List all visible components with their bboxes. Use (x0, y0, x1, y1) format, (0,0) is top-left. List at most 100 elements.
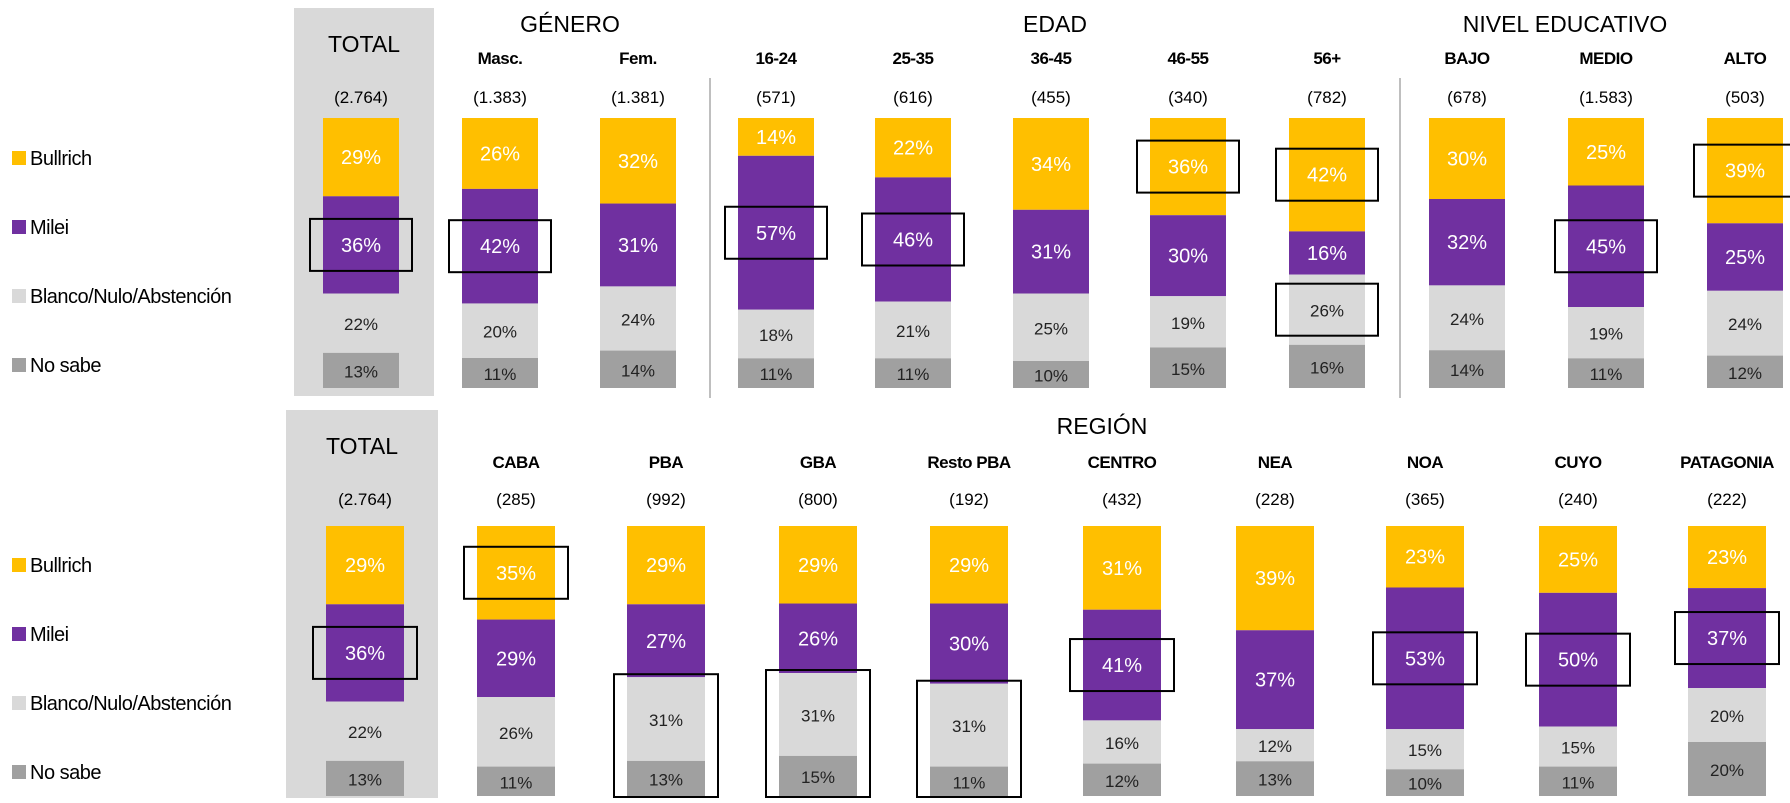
bar-segment (1386, 729, 1464, 770)
category-label: Resto PBA (927, 453, 1011, 472)
data-label: 11% (484, 365, 517, 384)
legend-item-blanco-label: Blanco/Nulo/Abstención (30, 286, 231, 308)
data-label: 20% (483, 323, 517, 342)
data-label: 15% (1171, 360, 1205, 379)
sample-size-label: (1.583) (1579, 88, 1633, 107)
legend-item-blanco-swatch (12, 289, 26, 303)
category-label: CUYO (1554, 453, 1601, 472)
legend-item-no-sabe-label: No sabe (30, 762, 101, 784)
data-label: 23% (1707, 547, 1747, 569)
bar-segment (1236, 729, 1314, 762)
data-label: 42% (480, 236, 520, 258)
data-label: 14% (621, 361, 655, 380)
bar-segment (600, 203, 676, 287)
bar-segment (1707, 223, 1783, 291)
data-label: 30% (949, 634, 989, 656)
data-label: 57% (756, 223, 796, 245)
bar-segment (323, 352, 399, 388)
data-label: 29% (496, 648, 536, 670)
data-label: 36% (345, 643, 385, 665)
data-label: 45% (1586, 236, 1626, 258)
sample-size-label: (285) (496, 490, 536, 509)
data-label: 29% (345, 555, 385, 577)
bar-segment (930, 603, 1008, 684)
bar-segment (875, 301, 951, 359)
bar-segment (1688, 588, 1766, 688)
bar-segment (1688, 688, 1766, 742)
bar-segment (323, 293, 399, 353)
bar-segment (1013, 209, 1089, 294)
legend-item-no-sabe-swatch (12, 765, 26, 779)
category-label: CABA (492, 453, 539, 472)
sample-size-label: (2.764) (334, 88, 388, 107)
category-label: 25-35 (893, 49, 934, 68)
bar-segment (1568, 307, 1644, 359)
data-label: 53% (1405, 648, 1445, 670)
bar-segment (1386, 587, 1464, 730)
data-label: 21% (896, 322, 930, 341)
bar-segment (326, 701, 404, 761)
category-label: NEA (1258, 453, 1293, 472)
category-label: BAJO (1444, 49, 1490, 68)
sample-size-label: (340) (1168, 88, 1208, 107)
bar-segment (627, 526, 705, 605)
bar-segment (1150, 347, 1226, 388)
bar-segment (1688, 526, 1766, 589)
bar-segment (1013, 118, 1089, 210)
data-label: 50% (1558, 650, 1598, 672)
bar-segment (1150, 215, 1226, 297)
group-label: REGIÓN (1057, 413, 1148, 439)
data-label: 20% (1710, 761, 1744, 780)
highlight-box (724, 205, 828, 260)
bar-segment (462, 303, 538, 358)
data-label: 22% (348, 723, 382, 742)
bar-segment (1429, 118, 1505, 199)
sample-size-label: (503) (1725, 88, 1765, 107)
bar-segment (1386, 769, 1464, 796)
data-label: 31% (649, 711, 683, 730)
sample-size-label: (678) (1447, 88, 1487, 107)
data-label: 29% (646, 555, 686, 577)
data-label: 31% (1031, 242, 1071, 264)
data-label: 10% (1034, 367, 1068, 386)
legend-item-bullrich-label: Bullrich (30, 148, 92, 170)
data-label: 16% (1307, 243, 1347, 265)
highlight-box (916, 679, 1022, 799)
data-label: 26% (1310, 302, 1344, 321)
group-label: NIVEL EDUCATIVO (1463, 11, 1667, 37)
legend-item-milei-swatch (12, 627, 26, 641)
data-label: 22% (893, 138, 933, 160)
category-label: 16-24 (756, 49, 798, 68)
bar-segment (477, 697, 555, 767)
bar-segment (1688, 742, 1766, 796)
bar-segment (1568, 185, 1644, 307)
data-label: 41% (1102, 655, 1142, 677)
data-label: 46% (893, 230, 933, 252)
data-label: 27% (646, 631, 686, 653)
legend-item-blanco-label: Blanco/Nulo/Abstención (30, 693, 231, 715)
highlight-box (1136, 139, 1240, 194)
bar-segment (1150, 296, 1226, 348)
bar-segment (1707, 355, 1783, 388)
sample-size-label: (992) (646, 490, 686, 509)
bar-segment (627, 677, 705, 761)
bar-segment (875, 118, 951, 178)
category-label: 56+ (1313, 49, 1341, 68)
bar-segment (779, 603, 857, 674)
data-label: 39% (1725, 161, 1765, 183)
sample-size-label: (782) (1307, 88, 1347, 107)
bar-segment (627, 604, 705, 678)
bar-segment (1539, 726, 1617, 767)
legend-item-no-sabe-label: No sabe (30, 355, 101, 377)
sample-size-label: (240) (1558, 490, 1598, 509)
bar-segment (1539, 526, 1617, 593)
bar-segment (462, 118, 538, 189)
bar-segment (1289, 231, 1365, 275)
bar-segment (1236, 526, 1314, 631)
highlight-box (1554, 219, 1658, 274)
bar-segment (477, 526, 555, 620)
data-label: 12% (1105, 772, 1139, 791)
category-label: PBA (649, 453, 684, 472)
sample-size-label: (2.764) (338, 490, 392, 509)
